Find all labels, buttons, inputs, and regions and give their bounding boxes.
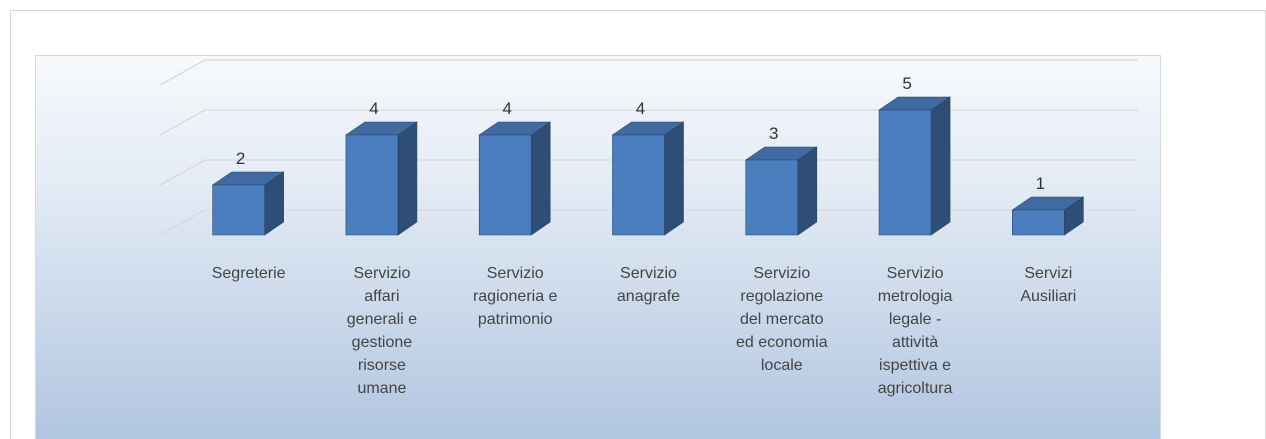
bar-front (212, 184, 265, 236)
value-label: 3 (769, 124, 778, 143)
grid-line (159, 59, 1138, 86)
bar-front (1012, 209, 1065, 236)
bar-front (612, 134, 665, 236)
x-tick-label: Servizi Ausiliari (1020, 265, 1077, 305)
bar (478, 121, 552, 236)
bar (211, 171, 285, 236)
chart-area (35, 55, 1161, 439)
grid-line (159, 159, 1138, 186)
x-tick-label: Servizio affari generali e gestione riso… (346, 265, 418, 397)
x-tick-label: Servizio metrologia legale - attività is… (877, 265, 953, 397)
value-label: 1 (1036, 174, 1045, 193)
value-label: 4 (369, 99, 378, 118)
value-label: 4 (502, 99, 511, 118)
value-label: 5 (902, 74, 911, 93)
bar-front (345, 134, 399, 236)
bar-front (878, 109, 932, 236)
grid-line (159, 209, 1138, 236)
bar (344, 121, 418, 236)
bar (878, 96, 952, 236)
value-label: 4 (636, 99, 645, 118)
x-tick-label: Servizio regolazione del mercato ed econ… (735, 265, 828, 374)
bar-front (745, 159, 799, 236)
bar-side (530, 121, 551, 236)
bar-side (797, 146, 818, 236)
grid-line (159, 109, 1138, 136)
bar-front (478, 134, 532, 236)
bar-side (397, 121, 418, 236)
bar (744, 146, 818, 236)
value-label: 2 (236, 149, 245, 168)
x-tick-label: Servizio anagrafe (616, 265, 681, 305)
bar (611, 121, 685, 236)
bar-side (664, 121, 684, 236)
x-tick-label: Servizio ragioneria e patrimonio (472, 265, 558, 328)
bar (1011, 196, 1085, 236)
x-tick-label: Segreterie (211, 265, 286, 282)
bar-side (930, 96, 951, 236)
